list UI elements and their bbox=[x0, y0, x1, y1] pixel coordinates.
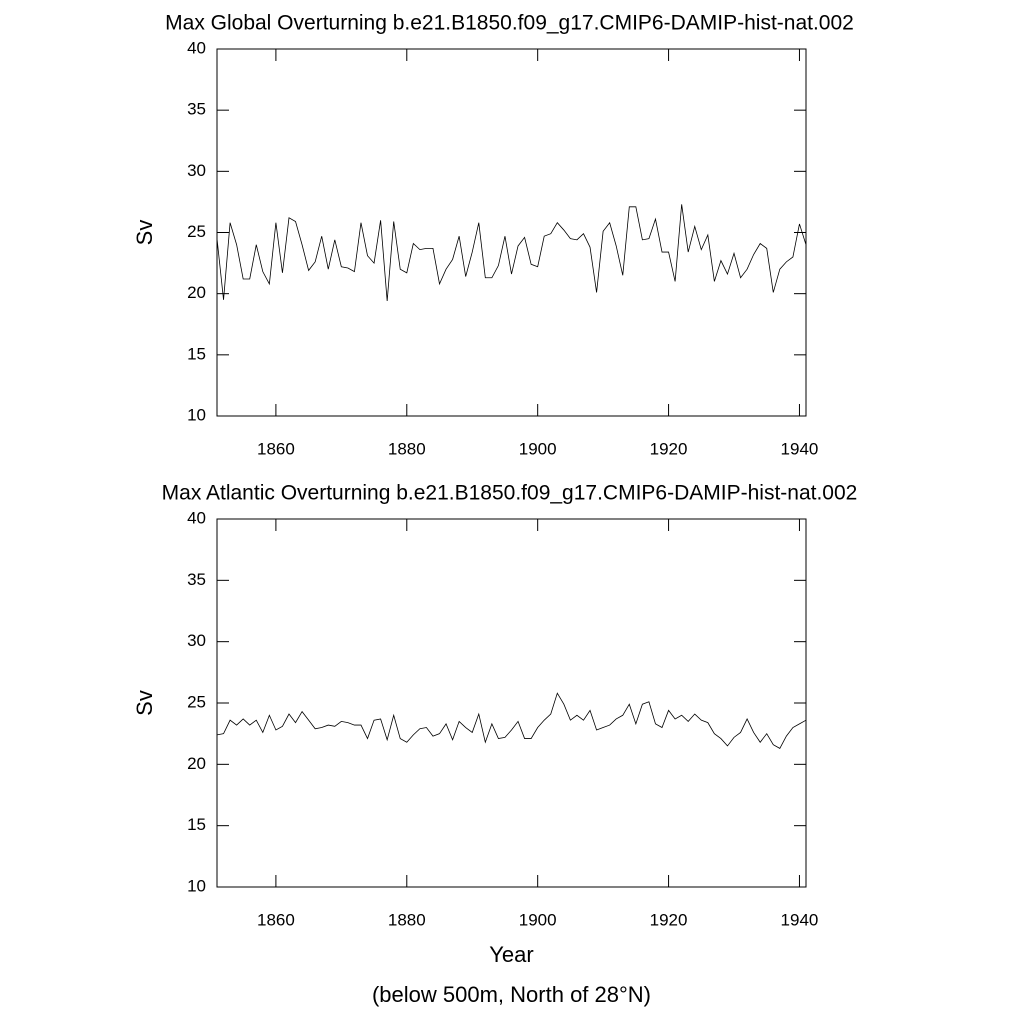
footnote: (below 500m, North of 28°N) bbox=[372, 982, 651, 1007]
y-axis-label: Sv bbox=[132, 690, 157, 716]
y-tick-label: 30 bbox=[187, 161, 206, 180]
y-tick-label: 35 bbox=[187, 570, 206, 589]
chart-title: Max Atlantic Overturning b.e21.B1850.f09… bbox=[162, 482, 858, 505]
x-tick-label: 1880 bbox=[388, 910, 426, 929]
y-tick-label: 20 bbox=[187, 754, 206, 773]
x-tick-label: 1900 bbox=[519, 439, 557, 458]
x-tick-label: 1880 bbox=[388, 439, 426, 458]
y-tick-label: 40 bbox=[187, 508, 206, 527]
y-tick-label: 30 bbox=[187, 631, 206, 650]
y-tick-label: 10 bbox=[187, 405, 206, 424]
x-tick-label: 1920 bbox=[650, 439, 688, 458]
y-tick-label: 35 bbox=[187, 100, 206, 119]
plot-frame bbox=[216, 518, 807, 888]
y-tick-label: 40 bbox=[187, 38, 206, 57]
y-tick-label: 20 bbox=[187, 283, 206, 302]
x-tick-label: 1940 bbox=[781, 439, 819, 458]
y-tick-label: 25 bbox=[187, 222, 206, 241]
plot-frame bbox=[216, 48, 807, 417]
x-tick-label: 1900 bbox=[519, 910, 557, 929]
chart-title: Max Global Overturning b.e21.B1850.f09_g… bbox=[165, 12, 854, 35]
data-line bbox=[216, 204, 807, 302]
x-axis-label: Year bbox=[489, 942, 533, 967]
y-tick-label: 15 bbox=[187, 344, 206, 363]
y-axis-label: Sv bbox=[132, 220, 157, 246]
y-tick-label: 10 bbox=[187, 876, 206, 895]
x-tick-label: 1860 bbox=[257, 439, 295, 458]
y-tick-label: 25 bbox=[187, 692, 206, 711]
x-tick-label: 1860 bbox=[257, 910, 295, 929]
y-tick-label: 15 bbox=[187, 815, 206, 834]
data-line bbox=[216, 692, 807, 749]
x-tick-label: 1920 bbox=[650, 910, 688, 929]
x-tick-label: 1940 bbox=[781, 910, 819, 929]
